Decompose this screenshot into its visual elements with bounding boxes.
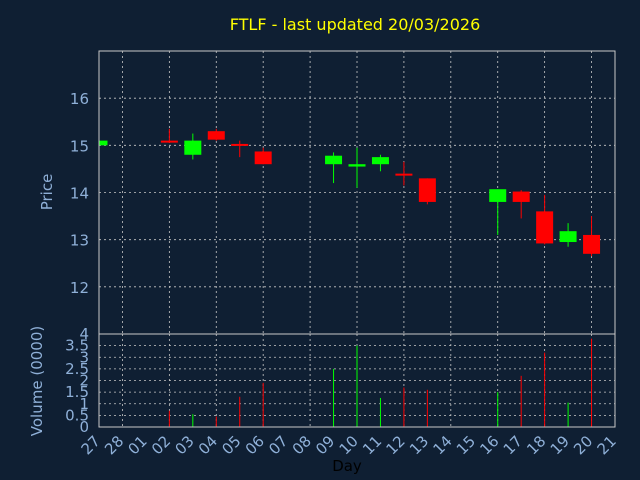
candle-body [231, 143, 249, 146]
candle-body [371, 157, 389, 165]
candle-body [395, 173, 413, 176]
candle-body [348, 164, 366, 167]
volume-y-tick-label: 2.5 [65, 360, 89, 378]
volume-y-tick-labels: 00.511.522.533.54 [65, 325, 89, 436]
price-y-tick-label: 12 [70, 279, 89, 297]
candle-body [559, 231, 577, 243]
candle-body [254, 151, 272, 165]
price-candles [98, 128, 601, 257]
price-panel: 12 13 14 15 16 Price [38, 50, 616, 335]
candle-body [207, 131, 225, 140]
volume-y-tick-label: 1.5 [65, 383, 89, 401]
volume-y-tick-label: 3.5 [65, 337, 89, 355]
price-y-tick-label: 14 [70, 185, 89, 203]
price-axis-label: Price [38, 174, 56, 211]
candle-body [160, 140, 178, 143]
volume-frame [98, 333, 616, 428]
price-y-tick-label: 16 [70, 90, 89, 108]
x-tick-labels: 2728010203040506070809101112131415161718… [78, 432, 620, 458]
volume-y-tick-label: 1 [79, 395, 89, 413]
price-y-tick-labels: 12 13 14 15 16 [70, 90, 89, 297]
chart-title: FTLF - last updated 20/03/2026 [230, 15, 481, 34]
candle-body [325, 155, 343, 165]
x-axis-label: Day [332, 457, 362, 475]
candle-body [536, 211, 554, 244]
candle-body [489, 189, 507, 202]
volume-y-tick-label: 0.5 [65, 406, 89, 424]
volume-y-tick-label: 3 [79, 348, 89, 366]
candle-body [418, 178, 436, 202]
volume-y-tick-label: 4 [79, 325, 89, 343]
candle-body [99, 140, 108, 146]
volume-y-tick-label: 0 [79, 418, 89, 436]
candle-body [184, 140, 202, 155]
candle-body [583, 234, 601, 254]
volume-axis-label: Volume (0000) [28, 326, 46, 436]
volume-bars [168, 338, 593, 427]
price-y-tick-label: 15 [70, 137, 89, 155]
candle-body [512, 191, 530, 202]
volume-y-tick-label: 2 [79, 372, 89, 390]
price-y-tick-label: 13 [70, 232, 89, 250]
